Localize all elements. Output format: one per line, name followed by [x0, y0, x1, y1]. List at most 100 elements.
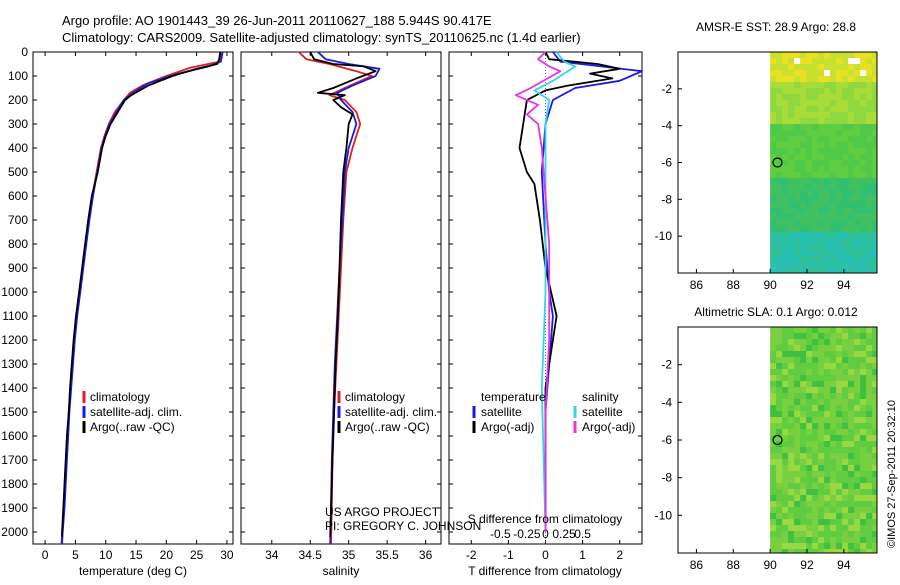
heatmap-cell — [794, 435, 801, 442]
heatmap-cell — [812, 154, 819, 161]
heatmap-cell — [806, 160, 813, 167]
heatmap-cell — [854, 76, 861, 83]
heatmap-cell — [854, 244, 861, 251]
heatmap-cell — [824, 447, 831, 454]
heatmap-cell — [872, 238, 877, 245]
heatmap-cell — [866, 130, 873, 137]
heatmap-cell — [818, 250, 825, 257]
heatmap-cell — [776, 196, 783, 203]
heatmap-cell — [818, 483, 825, 490]
heatmap-cell — [770, 513, 777, 520]
heatmap-cell — [848, 76, 855, 83]
heatmap-cell — [818, 333, 825, 340]
heatmap-cell — [788, 345, 795, 352]
heatmap-cell — [830, 136, 837, 143]
x-tick-label: 34 — [265, 548, 279, 562]
argo-location-marker — [772, 157, 783, 168]
map-y-tick-label: -8 — [661, 471, 672, 485]
heatmap-cell — [830, 100, 837, 107]
heatmap-cell — [860, 220, 867, 227]
heatmap-cell — [854, 184, 861, 191]
heatmap-cell — [800, 405, 807, 412]
heatmap-cell — [848, 172, 855, 179]
heatmap-cell — [854, 250, 861, 257]
heatmap-cell — [854, 124, 861, 131]
heatmap-cell — [788, 166, 795, 173]
heatmap-cell — [782, 172, 789, 179]
heatmap-cell — [866, 375, 873, 382]
heatmap-cell — [800, 351, 807, 358]
heatmap-cell — [788, 178, 795, 185]
heatmap-cell — [842, 411, 849, 418]
heatmap-cell — [818, 94, 825, 101]
heatmap-cell — [836, 172, 843, 179]
heatmap-cell — [872, 483, 877, 490]
heatmap-cell — [776, 459, 783, 466]
heatmap-cell — [872, 531, 877, 538]
heatmap-cell — [854, 513, 861, 520]
heatmap-cell — [866, 76, 873, 83]
heatmap-cell — [770, 417, 777, 424]
heatmap-cell — [860, 399, 867, 406]
heatmap-cell — [842, 88, 849, 95]
heatmap-cell — [830, 148, 837, 155]
heatmap-cell — [782, 208, 789, 215]
series-line-differences-sat_salinity — [533, 51, 577, 533]
heatmap-cell — [872, 142, 877, 149]
heatmap-cell — [848, 357, 855, 364]
heatmap-cell — [836, 160, 843, 167]
heatmap-cell — [860, 82, 867, 89]
heatmap-cell — [866, 327, 873, 334]
heatmap-cell — [818, 513, 825, 520]
heatmap-cell — [830, 196, 837, 203]
heatmap-cell — [788, 375, 795, 382]
y-tick-label: 500 — [8, 165, 28, 179]
heatmap-cell — [854, 465, 861, 472]
heatmap-cell — [806, 435, 813, 442]
heatmap-cell — [806, 339, 813, 346]
heatmap-cell — [860, 441, 867, 448]
map-y-tick-label: -6 — [661, 156, 672, 170]
heatmap-cell — [812, 441, 819, 448]
heatmap-cell — [776, 327, 783, 334]
heatmap-cell — [848, 214, 855, 221]
heatmap-cell — [794, 423, 801, 430]
heatmap-cell — [854, 268, 861, 273]
heatmap-cell — [860, 226, 867, 233]
heatmap-cell — [770, 333, 777, 340]
heatmap-cell — [794, 250, 801, 257]
heatmap-cell — [836, 100, 843, 107]
heatmap-cell — [866, 214, 873, 221]
heatmap-cell — [872, 220, 877, 227]
heatmap-cell — [818, 238, 825, 245]
y-tick-label: 1900 — [1, 501, 28, 515]
heatmap-cell — [866, 525, 873, 532]
heatmap-cell — [794, 124, 801, 131]
heatmap-cell — [788, 58, 795, 65]
series-line-differences-satellite — [540, 51, 643, 532]
heatmap-cell — [782, 447, 789, 454]
heatmap-cell — [806, 130, 813, 137]
heatmap-cell — [824, 88, 831, 95]
heatmap-cell — [866, 106, 873, 113]
heatmap-cell — [788, 76, 795, 83]
heatmap-cell — [776, 238, 783, 245]
heatmap-cell — [794, 142, 801, 149]
heatmap-cell — [812, 369, 819, 376]
heatmap-cell — [776, 501, 783, 508]
heatmap-cell — [788, 94, 795, 101]
map-y-tick-label: -4 — [661, 119, 672, 133]
heatmap-cell — [866, 423, 873, 430]
heatmap-cell — [800, 375, 807, 382]
heatmap-cell — [836, 70, 843, 77]
heatmap-cell — [800, 214, 807, 221]
heatmap-cell — [824, 501, 831, 508]
heatmap-cell — [830, 537, 837, 544]
heatmap-cell — [794, 417, 801, 424]
heatmap-cell — [872, 178, 877, 185]
heatmap-cell — [854, 106, 861, 113]
heatmap-cell — [818, 495, 825, 502]
heatmap-cell — [830, 453, 837, 460]
heatmap-cell — [854, 423, 861, 430]
heatmap-cell — [854, 178, 861, 185]
